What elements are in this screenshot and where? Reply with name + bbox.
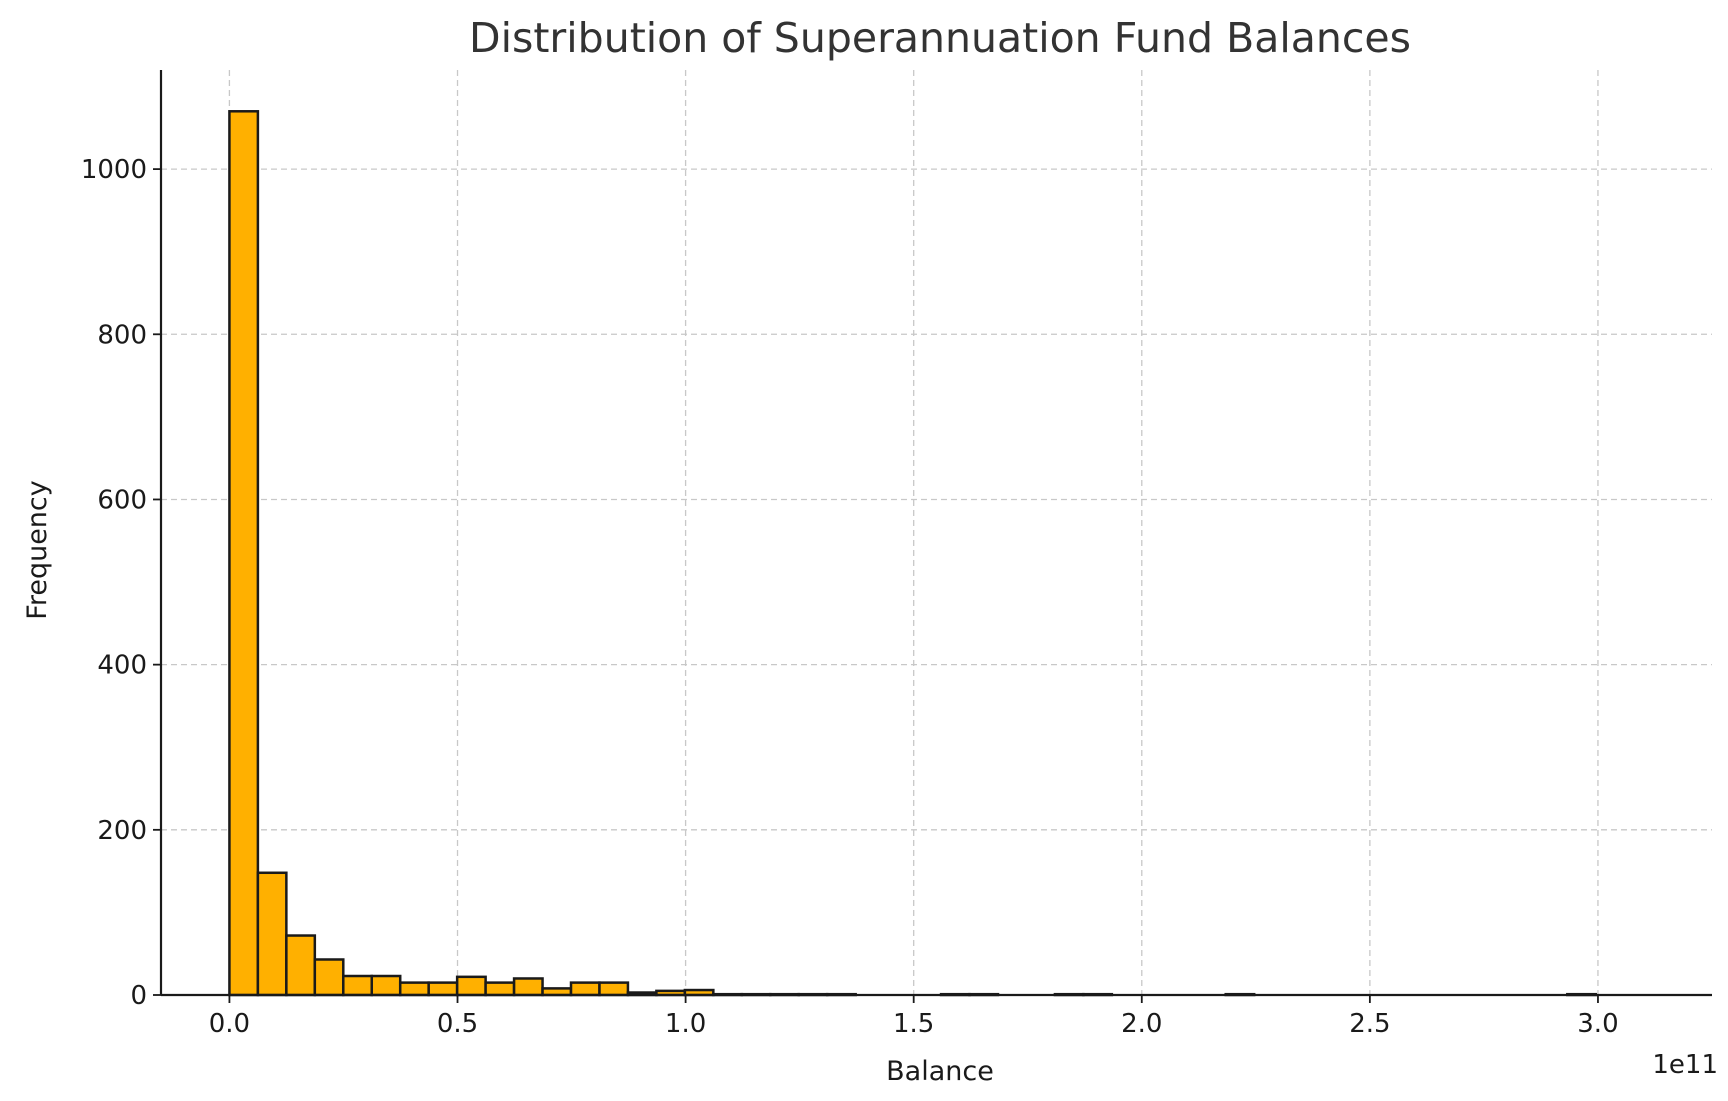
histogram-bar — [569, 981, 601, 997]
y-tick-label: 200 — [97, 816, 147, 846]
histogram-bar — [398, 981, 430, 997]
y-tick-label: 1000 — [81, 155, 147, 185]
x-tick-label: 0.0 — [209, 1009, 250, 1039]
histogram-bars — [228, 110, 1598, 997]
histogram-bar — [313, 958, 345, 997]
y-tick-label: 0 — [130, 981, 147, 1011]
y-tick-label: 800 — [97, 320, 147, 350]
x-axis-label: Balance — [886, 1056, 994, 1087]
x-tick-label: 1.0 — [665, 1009, 706, 1039]
tick-labels: 0.0 0.5 1.0 1.5 2.0 2.5 3.0 0 200 400 600 800 1000 — [81, 155, 1619, 1039]
x-tick-label: 2.5 — [1349, 1009, 1390, 1039]
histogram-bar — [285, 934, 317, 997]
histogram-bar — [370, 974, 402, 997]
y-tick-label: 400 — [97, 651, 147, 681]
x-tick-label: 0.5 — [437, 1009, 478, 1039]
y-axis-label: Frequency — [22, 480, 53, 620]
histogram-bar — [427, 981, 459, 997]
histogram-bar — [512, 977, 544, 997]
grid-lines — [161, 70, 1712, 996]
histogram-bar — [455, 975, 487, 997]
histogram-bar — [342, 974, 374, 997]
histogram-bar — [484, 981, 516, 997]
x-tick-label: 2.0 — [1121, 1009, 1162, 1039]
x-axis-offset-label: 1e11 — [1652, 1050, 1718, 1080]
x-tick-label: 1.5 — [893, 1009, 934, 1039]
axes — [159, 70, 1712, 997]
y-tick-label: 600 — [97, 485, 147, 515]
x-tick-label: 3.0 — [1577, 1009, 1618, 1039]
histogram-bar — [598, 981, 630, 997]
histogram-bar — [256, 871, 288, 997]
histogram-bar — [228, 110, 260, 997]
chart-title: Distribution of Superannuation Fund Bala… — [469, 14, 1411, 62]
